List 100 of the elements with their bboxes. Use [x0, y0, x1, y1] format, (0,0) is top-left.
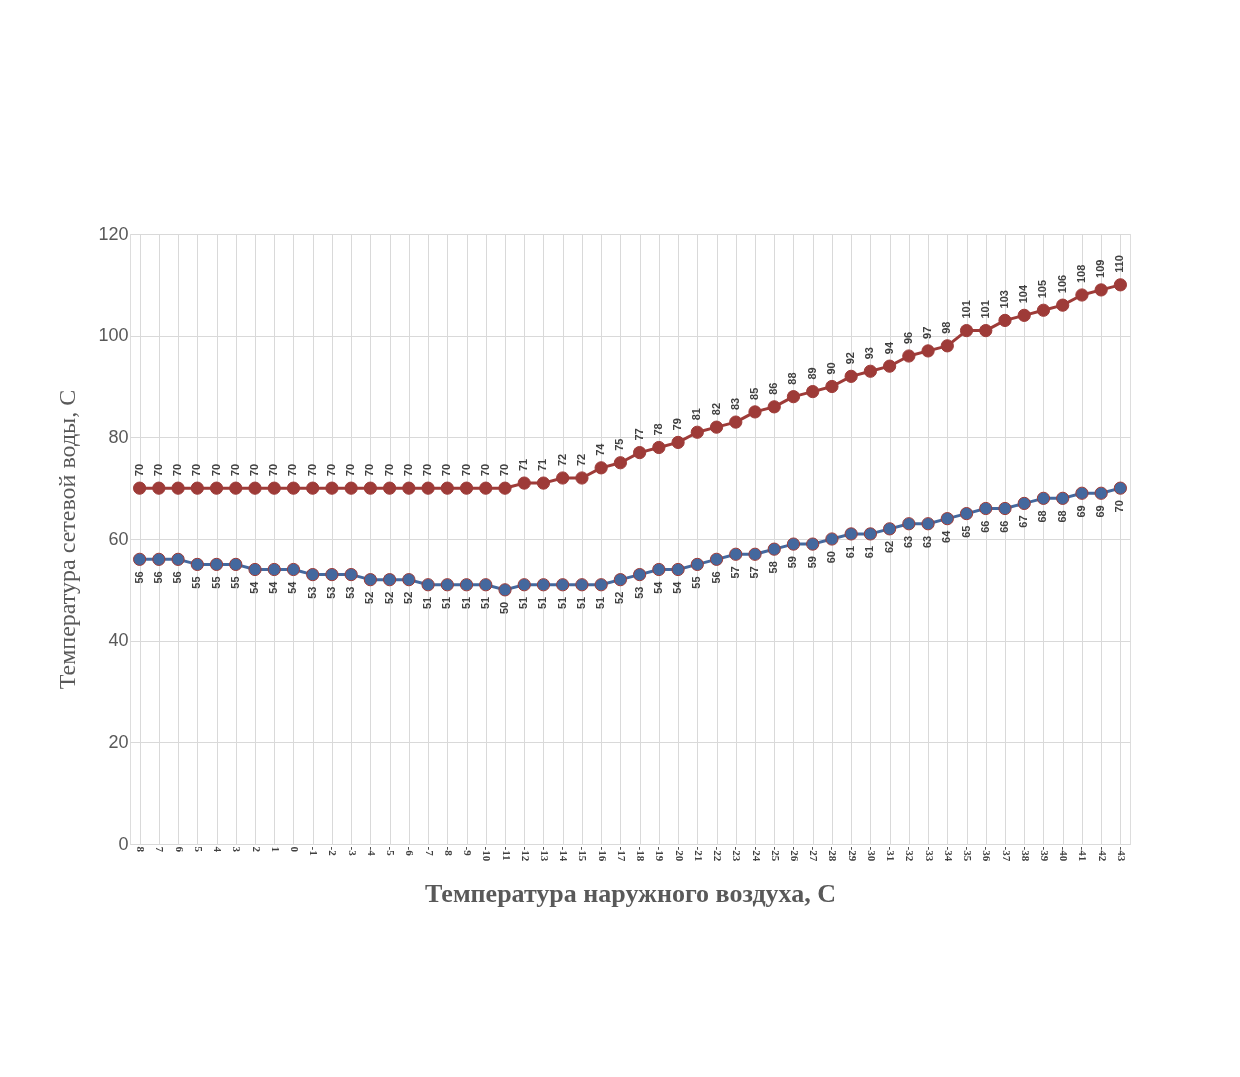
data-label: 53: [632, 586, 645, 599]
point: [267, 481, 281, 495]
point: [229, 557, 243, 572]
data-label: 56: [171, 571, 184, 584]
data-label: 51: [574, 596, 587, 609]
data-label: 51: [440, 596, 453, 609]
data-label: 53: [305, 586, 318, 599]
data-label: 75: [613, 438, 626, 451]
point: [209, 481, 224, 495]
point: [325, 481, 339, 495]
data-label: 70: [498, 463, 510, 477]
data-label: 54: [671, 580, 684, 594]
point: [517, 476, 531, 490]
data-label: 50: [498, 601, 510, 615]
x-tick-label: 6: [173, 846, 186, 853]
data-label: 56: [132, 571, 145, 584]
data-label: 70: [478, 463, 491, 477]
data-label: 61: [844, 545, 857, 559]
data-label: 70: [267, 463, 280, 477]
y-tick-label: 60: [108, 528, 129, 549]
x-tick-label: 8: [135, 846, 148, 853]
data-label: 56: [709, 571, 722, 584]
point: [652, 440, 666, 455]
x-tick-label: 7: [154, 846, 167, 853]
data-label: 70: [401, 463, 414, 477]
data-label: 98: [940, 321, 953, 334]
point: [863, 527, 878, 541]
x-tick-label: 4: [212, 846, 225, 853]
x-tick-label: -3: [346, 846, 359, 857]
data-label: 55: [209, 576, 222, 589]
data-label: 101: [959, 300, 972, 319]
x-tick-label: -2: [327, 846, 340, 857]
data-label: 70: [228, 463, 241, 477]
x-tick-label: -36: [981, 846, 994, 862]
x-tick-label: -22: [712, 846, 725, 862]
data-label: 96: [901, 331, 914, 344]
x-tick-label: -41: [1077, 846, 1090, 862]
point: [979, 501, 993, 516]
data-label: 70: [190, 463, 203, 477]
x-tick-label: -11: [500, 846, 513, 861]
x-tick-label: -18: [635, 846, 648, 862]
point: [613, 456, 628, 470]
data-label: 63: [921, 535, 934, 548]
data-label: 72: [555, 453, 568, 466]
x-tick-label: -35: [962, 846, 975, 862]
point: [459, 481, 474, 495]
point: [402, 573, 416, 587]
x-tick-label: -31: [885, 846, 898, 862]
y-tick-label: 40: [108, 630, 129, 651]
data-label: 109: [1094, 259, 1107, 278]
point: [729, 415, 743, 429]
x-tick-label: -38: [1019, 846, 1032, 862]
data-label: 52: [613, 591, 626, 604]
point: [402, 481, 416, 495]
point: [940, 512, 954, 526]
y-tick-label: 20: [108, 731, 129, 752]
data-label: 56: [151, 571, 164, 584]
data-label: 89: [805, 367, 818, 380]
point: [690, 557, 704, 572]
data-label: 67: [1017, 515, 1030, 528]
point: [440, 481, 454, 495]
data-label: 106: [1055, 274, 1068, 294]
x-tick-label: -26: [788, 846, 801, 862]
point: [536, 476, 551, 490]
y-tick-label: 120: [98, 223, 129, 244]
data-label: 86: [767, 382, 780, 395]
point: [248, 481, 262, 495]
x-tick-label: -25: [769, 846, 782, 862]
data-label: 54: [651, 580, 664, 594]
point: [825, 532, 839, 546]
data-label: 77: [632, 428, 645, 441]
data-label: 68: [1055, 510, 1068, 523]
x-tick-label: -1: [308, 846, 321, 856]
data-label: 51: [594, 596, 607, 609]
data-label: 103: [998, 290, 1010, 309]
point: [748, 547, 762, 561]
point: [748, 405, 762, 419]
y-tick-label: 80: [108, 426, 129, 447]
y-tick-label: 100: [98, 325, 129, 346]
x-tick-label: -23: [731, 846, 744, 862]
x-tick-label: -20: [673, 846, 686, 862]
data-label: 93: [863, 347, 876, 360]
point: [825, 379, 839, 394]
point: [786, 390, 801, 404]
point: [940, 339, 954, 353]
point: [844, 527, 858, 541]
x-tick-label: -37: [1000, 846, 1013, 862]
point: [479, 481, 493, 495]
data-label: 52: [401, 591, 414, 604]
point: [556, 578, 570, 592]
point: [613, 573, 628, 587]
data-label: 58: [767, 561, 780, 574]
point: [248, 562, 262, 577]
point: [498, 481, 512, 495]
point: [767, 542, 781, 556]
data-label: 90: [824, 362, 837, 375]
point: [594, 578, 608, 592]
point: [1036, 303, 1051, 317]
data-label: 71: [517, 458, 530, 472]
point: [306, 567, 320, 582]
